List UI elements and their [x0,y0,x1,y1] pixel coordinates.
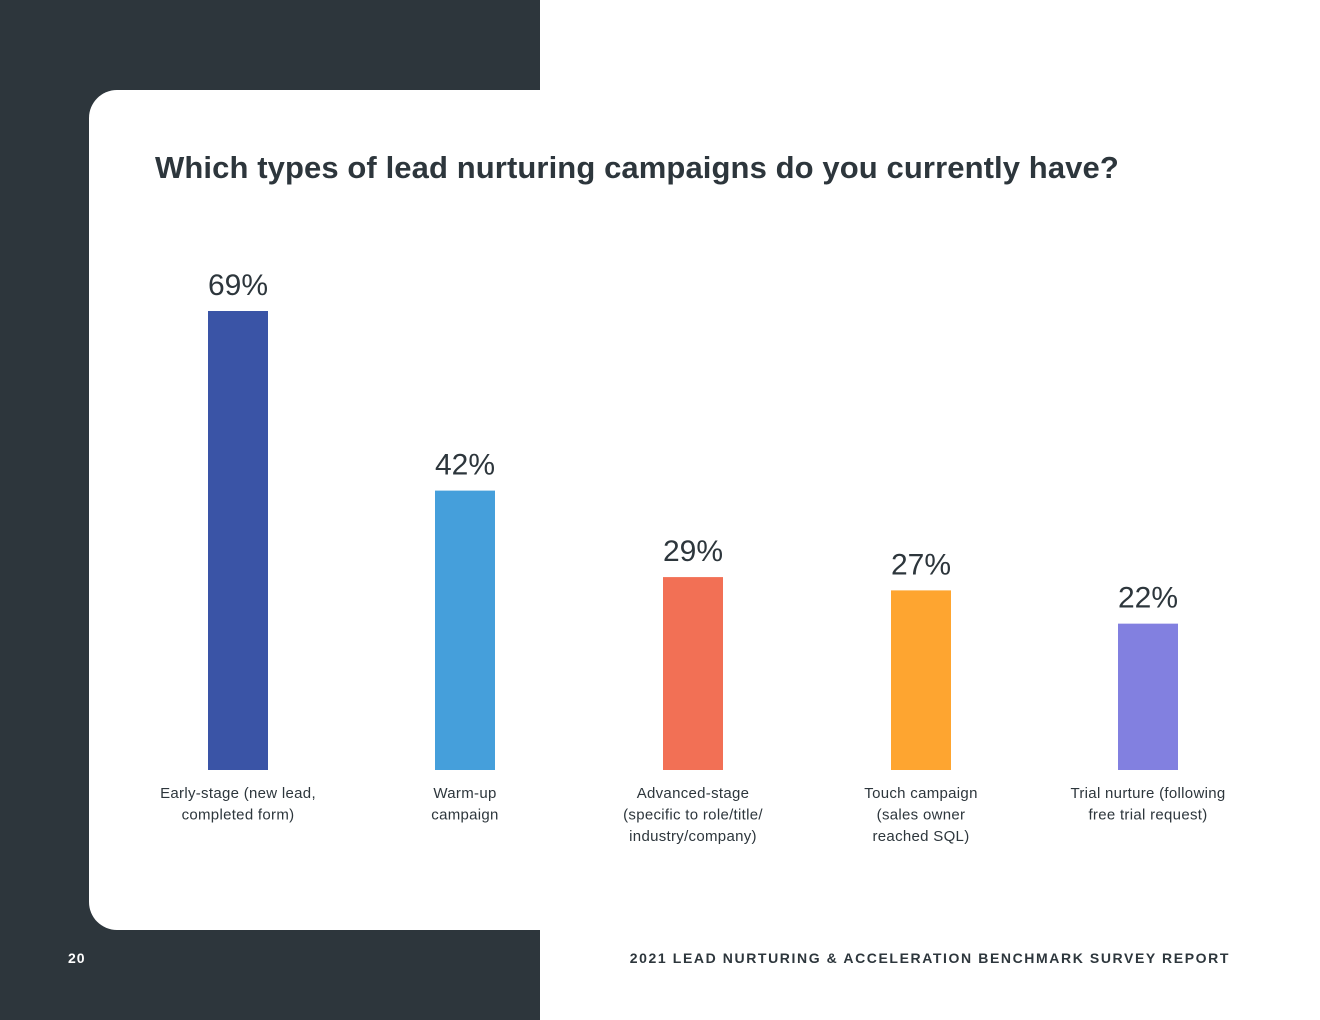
bar-4 [891,590,951,770]
content-card [89,90,1320,930]
report-footer-title: 2021 LEAD NURTURING & ACCELERATION BENCH… [629,950,1230,966]
bar-3 [663,577,723,770]
bar-2 [435,490,495,770]
category-label-3: Advanced-stage (specific to role/title/in… [623,785,763,845]
category-label-2: Warm-up campaign [431,785,498,824]
category-label-1: Early-stage (new lead, completed form) [160,785,316,824]
bar-5 [1118,623,1178,770]
value-label-3: 29% [663,535,723,568]
chart-title: Which types of lead nurturing campaigns … [155,150,1119,185]
value-label-4: 27% [891,548,951,581]
category-label-5: Trial nurture (following free trial reque… [1070,785,1225,824]
value-label-5: 22% [1118,582,1178,615]
category-label-4: Touch campaign (sales owner reached SQL) [864,785,977,845]
value-label-1: 69% [208,269,268,302]
value-label-2: 42% [435,449,495,482]
page-number: 20 [68,950,86,966]
bar-1 [208,311,268,770]
